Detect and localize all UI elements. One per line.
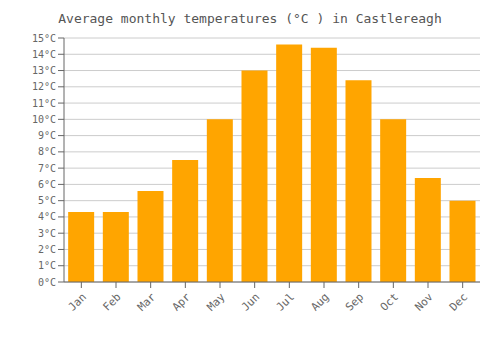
svg-text:Aug: Aug bbox=[308, 290, 331, 313]
svg-text:Nov: Nov bbox=[412, 290, 436, 314]
svg-text:4°C: 4°C bbox=[38, 211, 56, 222]
svg-text:12°C: 12°C bbox=[32, 81, 56, 92]
svg-text:0°C: 0°C bbox=[38, 277, 56, 288]
svg-text:13°C: 13°C bbox=[32, 65, 56, 76]
svg-text:15°C: 15°C bbox=[32, 33, 56, 44]
svg-text:11°C: 11°C bbox=[32, 98, 56, 109]
svg-text:Jul: Jul bbox=[274, 290, 297, 313]
svg-text:Dec: Dec bbox=[447, 290, 470, 313]
svg-text:6°C: 6°C bbox=[38, 179, 56, 190]
svg-text:5°C: 5°C bbox=[38, 195, 56, 206]
svg-text:9°C: 9°C bbox=[38, 130, 56, 141]
svg-text:Oct: Oct bbox=[378, 290, 401, 313]
svg-text:Jan: Jan bbox=[66, 290, 89, 313]
svg-text:Mar: Mar bbox=[135, 290, 159, 314]
svg-text:3°C: 3°C bbox=[38, 228, 56, 239]
svg-text:Feb: Feb bbox=[100, 290, 123, 313]
svg-text:Jun: Jun bbox=[239, 290, 262, 313]
svg-text:1°C: 1°C bbox=[38, 260, 56, 271]
svg-text:Apr: Apr bbox=[170, 290, 194, 314]
html-text:Average monthly temperatures (: Average monthly temperatures (°C ) in Ca… bbox=[58, 11, 442, 26]
svg-text:8°C: 8°C bbox=[38, 146, 56, 157]
svg-text:2°C: 2°C bbox=[38, 244, 56, 255]
svg-text:10°C: 10°C bbox=[32, 114, 56, 125]
svg-text:Sep: Sep bbox=[343, 290, 366, 313]
svg-text:7°C: 7°C bbox=[38, 163, 56, 174]
svg-text:14°C: 14°C bbox=[32, 49, 56, 60]
svg-text:May: May bbox=[204, 290, 228, 314]
